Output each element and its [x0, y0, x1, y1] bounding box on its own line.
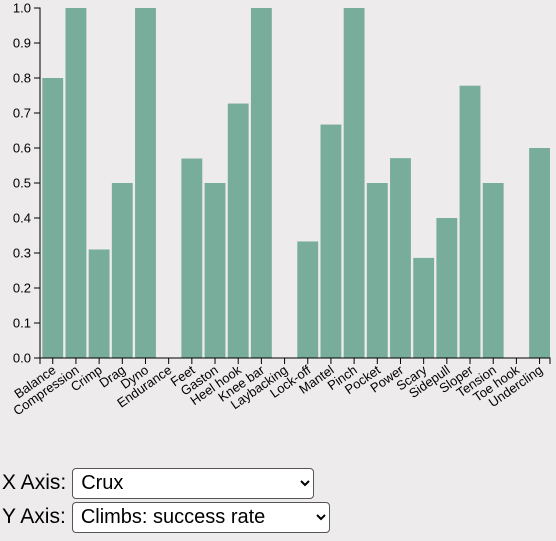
- y-tick-label: 0.8: [13, 71, 31, 86]
- x-axis: BalanceCompressionCrimpDragDynoEndurance…: [10, 357, 551, 418]
- y-tick-label: 0.3: [13, 246, 31, 261]
- bar-undercling: [529, 148, 550, 358]
- bar-crimp: [88, 249, 110, 358]
- y-axis-select[interactable]: Climbs: success rate: [71, 501, 330, 533]
- bar-knee-bar: [250, 8, 272, 358]
- bar-feet: [181, 158, 203, 358]
- bar-pocket: [366, 183, 388, 358]
- axis-controls: X Axis: Crux Y Axis: Climbs: success rat…: [2, 466, 330, 534]
- y-tick-label: 0.7: [13, 106, 31, 121]
- y-tick-label: 0.1: [13, 316, 31, 331]
- y-axis-label: Y Axis:: [2, 505, 66, 528]
- x-axis-line: [39, 357, 551, 364]
- y-tick-label: 0.5: [13, 176, 31, 191]
- y-tick-label: 0.0: [13, 351, 31, 366]
- x-axis-label: X Axis:: [2, 471, 67, 494]
- bar-pinch: [343, 8, 365, 358]
- y-tick-label: 0.9: [13, 36, 31, 51]
- y-tick-label: 0.6: [13, 141, 31, 156]
- y-tick-label: 1.0: [13, 1, 31, 16]
- bar-tension: [482, 183, 504, 358]
- bar-compression: [65, 8, 87, 358]
- bar-drag: [111, 183, 133, 358]
- bar-sidepull: [436, 218, 458, 358]
- y-tick-label: 0.2: [13, 281, 31, 296]
- bar-chart: 0.0 0.1 0.2 0.3 0.4 0.5 0.6 0.7 0.8 0.9 1.0 Balance…: [10, 1, 551, 418]
- bar-sloper: [459, 85, 481, 358]
- x-axis-select[interactable]: Crux: [72, 467, 315, 499]
- bar-balance: [42, 78, 64, 358]
- bar-gaston: [204, 183, 226, 358]
- bar-power: [390, 158, 411, 358]
- bar-mantel: [320, 124, 342, 358]
- bar-scary: [413, 257, 435, 358]
- bar-heel-hook: [227, 103, 249, 358]
- bar-lock-off: [297, 241, 319, 358]
- y-axis-control: Y Axis: Climbs: success rate: [2, 500, 330, 534]
- x-axis-control: X Axis: Crux: [2, 466, 330, 500]
- bars: [42, 8, 550, 358]
- y-axis: 0.0 0.1 0.2 0.3 0.4 0.5 0.6 0.7 0.8 0.9 1.0: [13, 1, 41, 366]
- bar-dyno: [135, 8, 156, 358]
- y-tick-label: 0.4: [13, 211, 31, 226]
